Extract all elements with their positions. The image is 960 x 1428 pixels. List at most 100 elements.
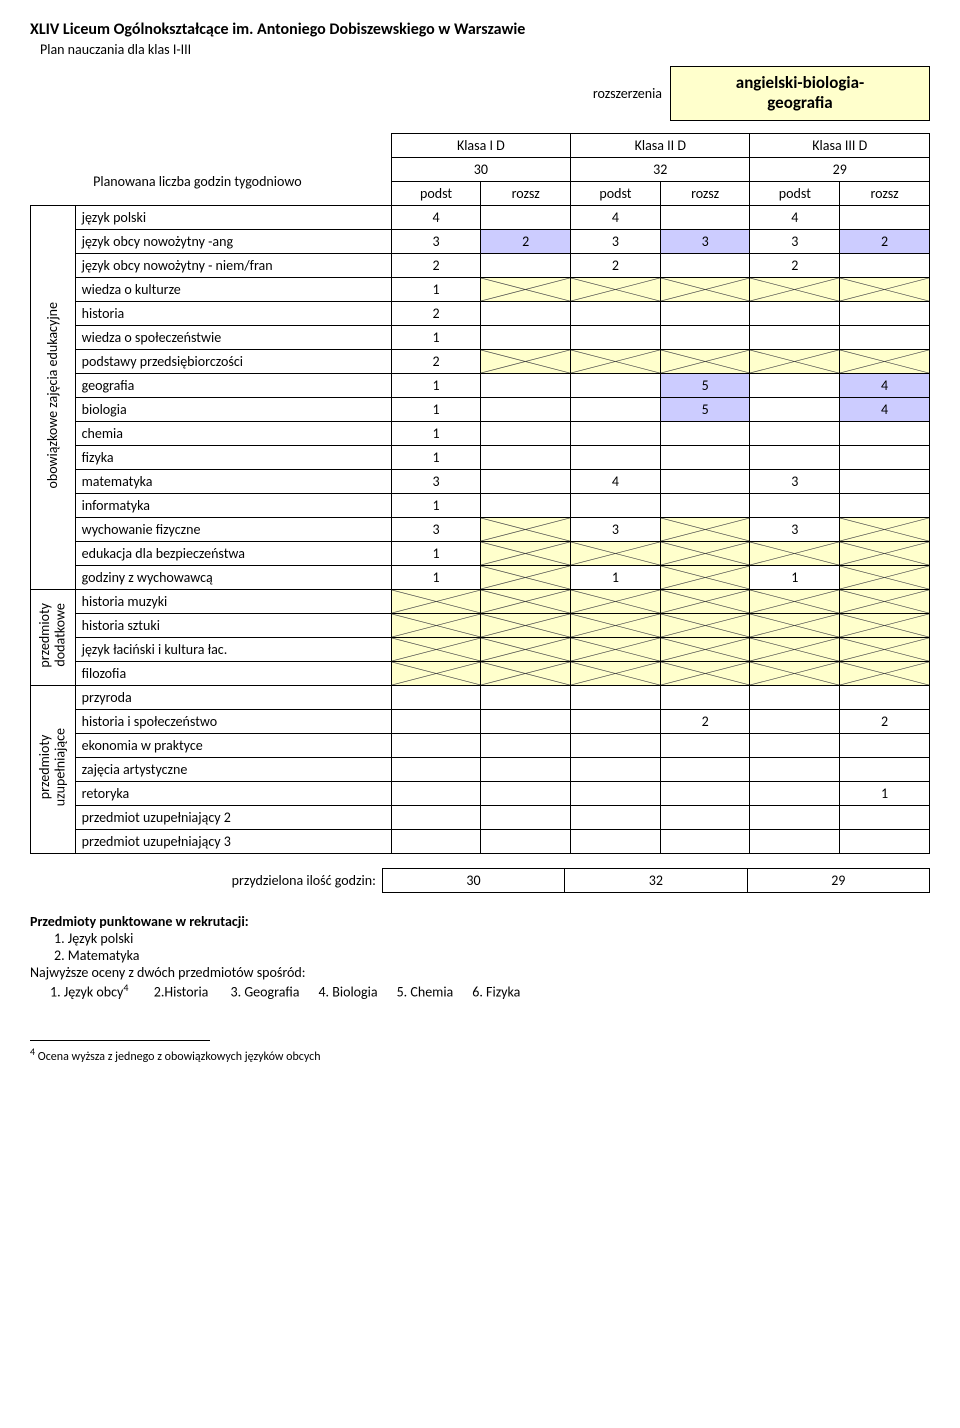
cell: 3: [391, 517, 481, 541]
table-row: obowiązkowe zajęcia edukacyjnejęzyk pols…: [31, 205, 930, 229]
row-label: chemia: [75, 421, 391, 445]
cell: [840, 541, 930, 565]
footnote-text: Ocena wyższa z jednego z obowiązkowych j…: [35, 1050, 320, 1064]
plan-label: Planowana liczba godzin tygodniowo: [75, 157, 391, 205]
cell: [660, 253, 750, 277]
cell: [660, 589, 750, 613]
table-row: godziny z wychowawcą111: [31, 565, 930, 589]
cell: 1: [391, 373, 481, 397]
cell: [571, 325, 661, 349]
cell: 1: [391, 325, 481, 349]
cell: [660, 421, 750, 445]
cell: [750, 757, 840, 781]
cell: [481, 445, 571, 469]
cell: [840, 565, 930, 589]
table-row: fizyka1: [31, 445, 930, 469]
cell: [571, 781, 661, 805]
cell: 5: [660, 373, 750, 397]
cell: [750, 541, 840, 565]
extension-row: rozszerzenia angielski-biologia- geograf…: [30, 66, 930, 121]
alloc-v2: 32: [565, 868, 747, 892]
cell: [750, 709, 840, 733]
table-row: edukacja dla bezpieczeństwa1: [31, 541, 930, 565]
cell: 2: [391, 301, 481, 325]
cell: [571, 421, 661, 445]
cell: [660, 733, 750, 757]
opt-sup: 4: [123, 981, 128, 994]
row-label: język obcy nowożytny - niem/fran: [75, 253, 391, 277]
cell: 3: [571, 517, 661, 541]
cell: [571, 589, 661, 613]
cell: [840, 757, 930, 781]
cell: [840, 517, 930, 541]
cell: 3: [750, 517, 840, 541]
table-row: historia2: [31, 301, 930, 325]
row-label: biologia: [75, 397, 391, 421]
table-row: geografia154: [31, 373, 930, 397]
cell: [481, 421, 571, 445]
cell: [840, 349, 930, 373]
table-row: ekonomia w praktyce: [31, 733, 930, 757]
table-row: przedmioty dodatkowehistoria muzyki: [31, 589, 930, 613]
cell: [391, 805, 481, 829]
cell: [481, 397, 571, 421]
cell: [481, 613, 571, 637]
cell: 4: [571, 205, 661, 229]
naj-heading: Najwyższe oceny z dwóch przedmiotów spoś…: [30, 964, 930, 981]
row-label: edukacja dla bezpieczeństwa: [75, 541, 391, 565]
cell: [750, 613, 840, 637]
table-row: przedmioty uzupełniająceprzyroda: [31, 685, 930, 709]
cell: [391, 661, 481, 685]
cell: [571, 709, 661, 733]
row-label: historia: [75, 301, 391, 325]
ext-line2: geografia: [767, 92, 832, 113]
sub-r2: rozsz: [660, 181, 750, 205]
cell: [660, 325, 750, 349]
cell: [571, 349, 661, 373]
cell: [481, 661, 571, 685]
cell: [571, 445, 661, 469]
cell: [481, 829, 571, 853]
table-row: informatyka1: [31, 493, 930, 517]
sub-p2: podst: [571, 181, 661, 205]
table-row: przedmiot uzupełniający 3: [31, 829, 930, 853]
alloc-v3: 29: [747, 868, 929, 892]
cell: [481, 517, 571, 541]
cell: [571, 397, 661, 421]
cell: [391, 613, 481, 637]
cell: [750, 421, 840, 445]
cell: [660, 445, 750, 469]
alloc-label: przydzielona ilość godzin:: [30, 868, 382, 892]
cell: [660, 757, 750, 781]
cell: [750, 301, 840, 325]
cell: [481, 469, 571, 493]
cell: 2: [660, 709, 750, 733]
opt-d: 4. Biologia: [318, 983, 377, 1000]
cell: [481, 637, 571, 661]
cell: [660, 301, 750, 325]
klasa-3: Klasa III D: [750, 133, 930, 157]
cell: [750, 397, 840, 421]
cell: 1: [391, 565, 481, 589]
cell: [750, 637, 840, 661]
row-label: historia i społeczeństwo: [75, 709, 391, 733]
row-label: przedmiot uzupełniający 2: [75, 805, 391, 829]
totals-row: Planowana liczba godzin tygodniowo 30 32…: [31, 157, 930, 181]
cell: [571, 373, 661, 397]
row-label: fizyka: [75, 445, 391, 469]
total-2: 32: [571, 157, 750, 181]
table-row: wiedza o kulturze1: [31, 277, 930, 301]
cell: [571, 301, 661, 325]
row-label: przyroda: [75, 685, 391, 709]
cell: [660, 349, 750, 373]
cell: [571, 637, 661, 661]
cell: [391, 757, 481, 781]
cell: [660, 541, 750, 565]
row-label: wychowanie fizyczne: [75, 517, 391, 541]
table-row: podstawy przedsiębiorczości2: [31, 349, 930, 373]
cell: [750, 661, 840, 685]
cell: [840, 277, 930, 301]
table-row: matematyka343: [31, 469, 930, 493]
table-row: chemia1: [31, 421, 930, 445]
cell: [571, 277, 661, 301]
